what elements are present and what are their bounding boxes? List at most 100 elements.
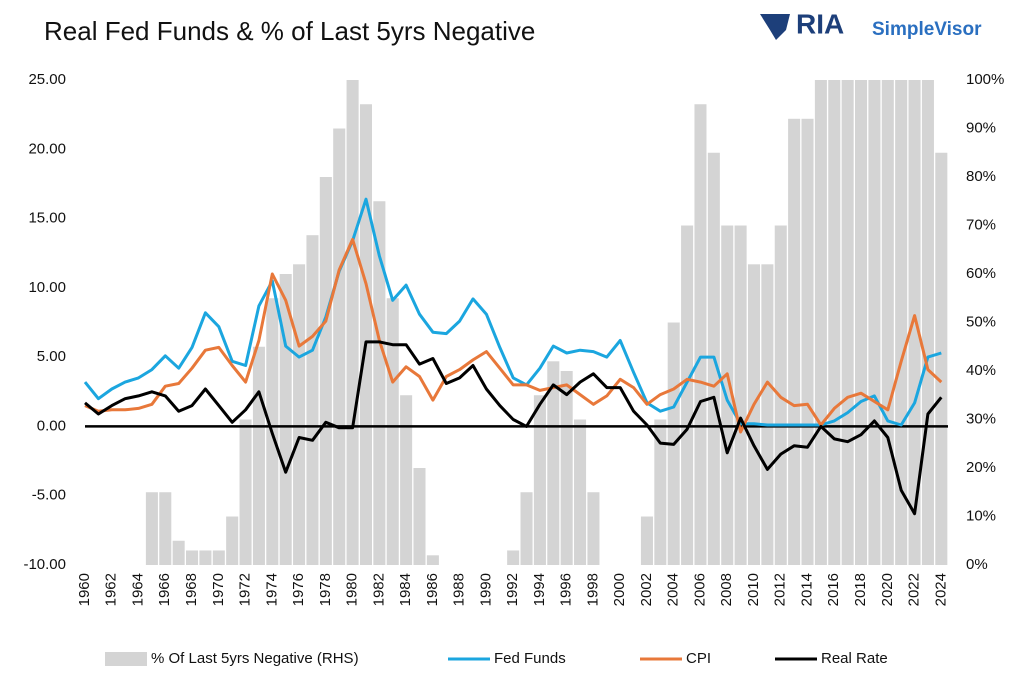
legend-label: Fed Funds <box>494 650 566 667</box>
bar <box>199 550 212 565</box>
bar <box>212 550 225 565</box>
x-tick-label: 1960 <box>76 573 93 606</box>
x-tick-label: 1970 <box>210 573 227 606</box>
y2-tick-label: 100% <box>966 71 1004 88</box>
bar <box>694 104 707 565</box>
y2-tick-label: 80% <box>966 168 996 185</box>
bar <box>520 492 533 565</box>
y2-tick-label: 90% <box>966 119 996 136</box>
y-tick-label: 15.00 <box>28 210 66 227</box>
x-tick-label: 1964 <box>129 573 146 606</box>
bar <box>373 201 386 565</box>
bar <box>587 492 600 565</box>
bar <box>533 395 546 565</box>
y2-tick-label: 70% <box>966 216 996 233</box>
y2-tick-label: 30% <box>966 410 996 427</box>
bar <box>841 80 854 565</box>
bar <box>681 225 694 565</box>
y-tick-label: -5.00 <box>32 487 66 504</box>
bar <box>426 555 439 565</box>
line-series <box>84 340 943 516</box>
x-tick-label: 1966 <box>156 573 173 606</box>
bar <box>814 80 827 565</box>
bar <box>908 80 921 565</box>
x-tick-label: 1968 <box>183 573 200 606</box>
bar <box>881 80 894 565</box>
x-tick-label: 1994 <box>531 573 548 606</box>
x-tick-label: 2004 <box>665 573 682 606</box>
bar <box>734 225 747 565</box>
x-tick-label: 1996 <box>558 573 575 606</box>
legend-label: Real Rate <box>821 650 888 667</box>
bar <box>413 468 426 565</box>
bar <box>560 371 573 565</box>
x-tick-label: 1988 <box>451 573 468 606</box>
line-series <box>83 197 942 427</box>
y2-tick-label: 40% <box>966 362 996 379</box>
bar <box>788 118 801 566</box>
bar <box>507 550 520 565</box>
bar <box>801 118 814 566</box>
x-tick-label: 2010 <box>745 573 762 606</box>
x-tick-label: 1992 <box>504 573 521 606</box>
y2-tick-label: 60% <box>966 265 996 282</box>
x-tick-label: 2022 <box>906 573 923 606</box>
x-tick-label: 2008 <box>718 573 735 606</box>
y2-tick-label: 20% <box>966 459 996 476</box>
bar <box>935 152 948 565</box>
y-tick-label: 0.00 <box>37 417 66 434</box>
y2-tick-label: 10% <box>966 507 996 524</box>
x-tick-label: 1962 <box>103 573 120 606</box>
legend-label: CPI <box>686 650 711 667</box>
bar <box>359 104 372 565</box>
y2-tick-label: 0% <box>966 556 988 573</box>
bar <box>145 492 158 565</box>
x-tick-label: 1998 <box>584 573 601 606</box>
bar <box>547 361 560 565</box>
x-tick-label: 1990 <box>477 573 494 606</box>
chart-title: Real Fed Funds & % of Last 5yrs Negative <box>44 16 535 46</box>
bar <box>868 80 881 565</box>
bar <box>386 298 399 565</box>
bar <box>226 516 239 565</box>
bar <box>654 419 667 565</box>
x-tick-label: 1972 <box>237 573 254 606</box>
x-tick-label: 2012 <box>772 573 789 606</box>
x-tick-label: 2018 <box>852 573 869 606</box>
bar <box>400 395 413 565</box>
bar <box>895 80 908 565</box>
x-tick-label: 1978 <box>317 573 334 606</box>
x-tick-label: 1986 <box>424 573 441 606</box>
x-tick-label: 2014 <box>798 573 815 606</box>
bar <box>252 346 265 565</box>
y-tick-label: -10.00 <box>23 556 66 573</box>
bar <box>828 80 841 565</box>
x-tick-label: 2024 <box>932 573 949 606</box>
bar <box>186 550 199 565</box>
x-tick-label: 1974 <box>263 573 280 606</box>
bar <box>159 492 172 565</box>
y-tick-label: 5.00 <box>37 348 66 365</box>
bar <box>855 80 868 565</box>
bar <box>172 540 185 565</box>
bar <box>319 177 332 565</box>
bar <box>333 128 346 565</box>
bar <box>921 80 934 565</box>
legend-swatch <box>105 652 147 666</box>
x-tick-label: 1984 <box>397 573 414 606</box>
bar <box>761 264 774 565</box>
bar <box>293 264 306 565</box>
x-tick-label: 1980 <box>344 573 361 606</box>
x-tick-label: 2002 <box>638 573 655 606</box>
bar <box>640 516 653 565</box>
bar <box>747 264 761 565</box>
x-tick-label: 1976 <box>290 573 307 606</box>
x-tick-label: 2020 <box>879 573 896 606</box>
logo-icon <box>760 14 790 40</box>
bar <box>239 419 252 565</box>
bar <box>306 235 319 565</box>
x-tick-label: 1982 <box>370 573 387 606</box>
y2-tick-label: 50% <box>966 313 996 330</box>
x-tick-label: 2016 <box>825 573 842 606</box>
